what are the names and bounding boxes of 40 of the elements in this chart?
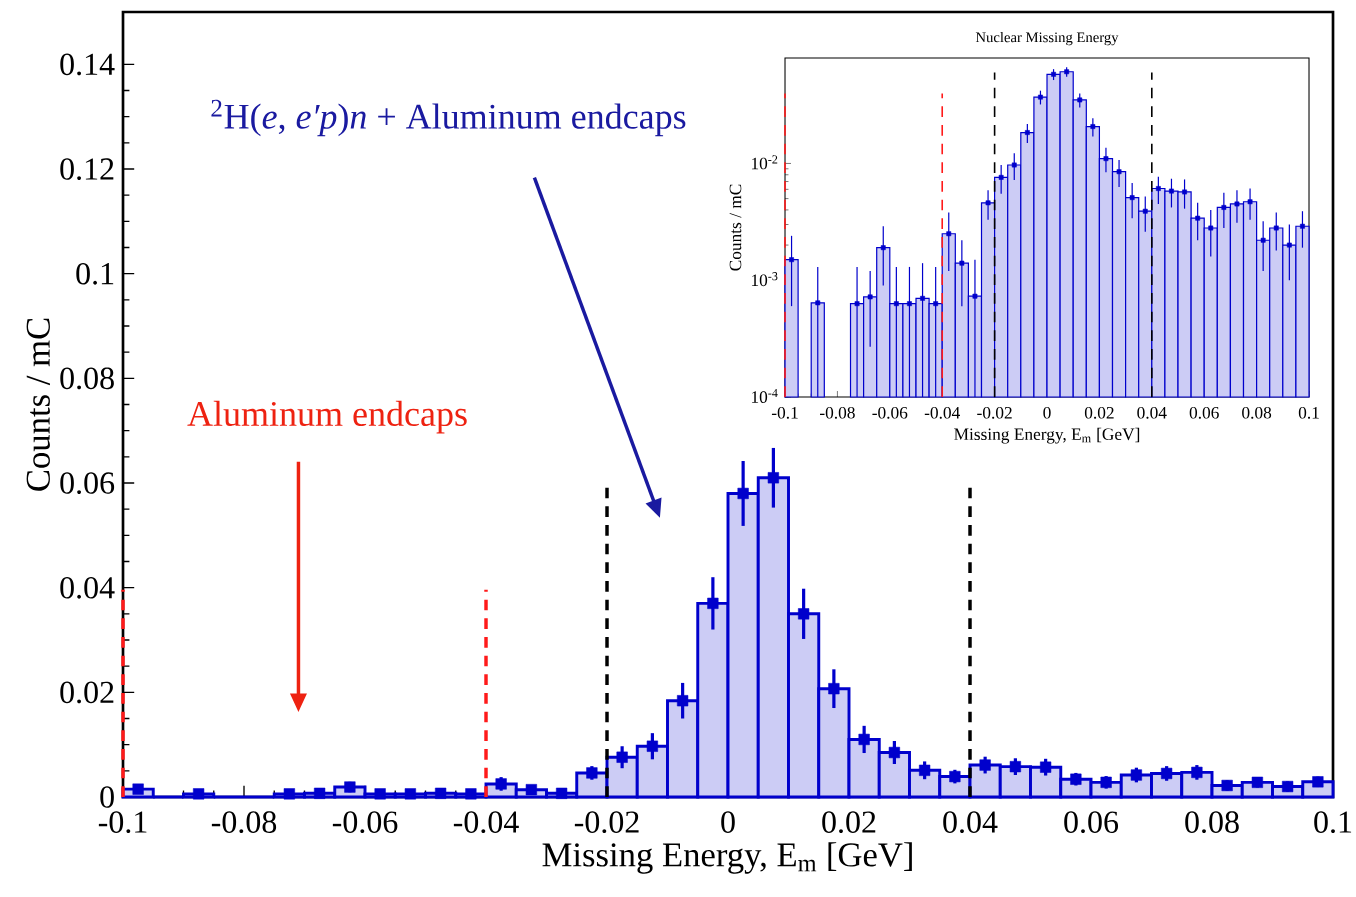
x-axis-title: Missing Energy, E$_{m}$ [GeV] xyxy=(954,427,1140,444)
y-axis-title: Counts / mC xyxy=(729,184,742,271)
x-axis-title: Missing Energy, E$_{m}$ [GeV] xyxy=(542,842,912,874)
x-tick-label: -0.06 xyxy=(332,811,398,834)
x-tick-label: 0.02 xyxy=(822,811,876,834)
y-tick-label: 0.02 xyxy=(60,681,114,704)
x-tick-label: -0.02 xyxy=(977,406,1012,419)
x-tick-label: -0.08 xyxy=(820,406,855,419)
x-tick-label: 0.08 xyxy=(1185,811,1239,834)
x-tick-label: -0.1 xyxy=(98,811,147,834)
y-tick-label: 0.04 xyxy=(60,576,115,599)
annotation: $^{2}$H(e, e′p)n + Aluminum endcaps xyxy=(211,99,686,137)
y-tick-label: 10$^{-2}$ xyxy=(751,155,778,170)
x-tick-label: 0 xyxy=(1043,406,1051,419)
chart-title: Nuclear Missing Energy xyxy=(975,31,1119,46)
y-tick-label: 10$^{-4}$ xyxy=(751,388,778,403)
annotation: Aluminum endcaps xyxy=(187,400,467,434)
y-tick-label: 0.12 xyxy=(60,158,114,180)
y-tick-label: 0 xyxy=(100,786,114,808)
x-tick-label: -0.04 xyxy=(924,406,960,419)
y-tick-label: 0.14 xyxy=(60,53,115,76)
y-axis-title: Counts / mC xyxy=(26,318,50,491)
x-tick-label: 0.04 xyxy=(943,811,998,834)
x-tick-label: 0.08 xyxy=(1242,406,1272,419)
x-tick-label: 0.04 xyxy=(1137,406,1167,419)
y-tick-label: 0.06 xyxy=(60,472,115,494)
x-tick-label: 0.02 xyxy=(1084,406,1114,419)
x-tick-label: -0.04 xyxy=(453,811,519,834)
x-tick-label: 0.1 xyxy=(1314,811,1352,834)
x-tick-label: -0.06 xyxy=(872,406,908,419)
x-tick-label: -0.02 xyxy=(574,811,639,834)
y-tick-label: 0.08 xyxy=(60,367,114,390)
x-tick-label: -0.1 xyxy=(771,406,798,419)
y-tick-label: 0.1 xyxy=(76,262,114,285)
x-tick-label: -0.08 xyxy=(211,811,277,834)
x-tick-label: 0.06 xyxy=(1064,811,1119,834)
y-tick-label: 10$^{-3}$ xyxy=(751,272,778,287)
x-tick-label: 0.06 xyxy=(1189,406,1219,419)
x-tick-label: 0.1 xyxy=(1298,406,1319,419)
x-tick-label: 0 xyxy=(721,811,735,833)
